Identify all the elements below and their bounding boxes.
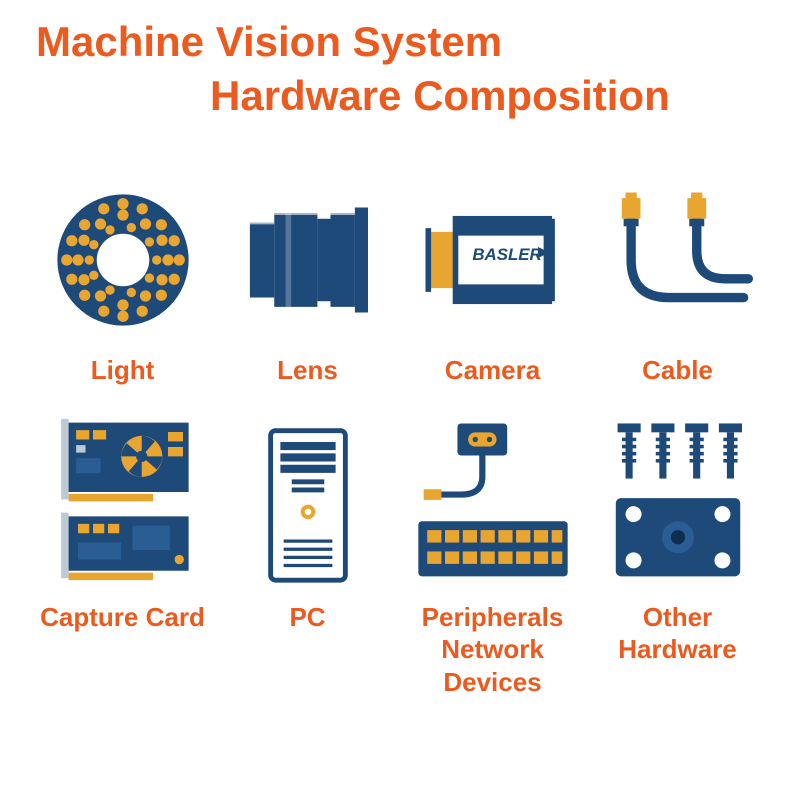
title-line-2: Hardware Composition: [210, 72, 670, 120]
cell-camera: BASLER Camera: [410, 170, 575, 387]
component-grid: Light Lens: [40, 170, 760, 698]
cell-capture-card: Capture Card: [40, 417, 205, 699]
label-cable: Cable: [642, 354, 713, 387]
pc-icon: [228, 417, 388, 597]
capture-card-icon: [43, 417, 203, 597]
label-capture-card: Capture Card: [40, 601, 205, 634]
light-icon: [43, 170, 203, 350]
label-lens: Lens: [277, 354, 338, 387]
camera-icon: BASLER: [413, 170, 573, 350]
label-other-hardware: Other Hardware: [595, 601, 760, 666]
label-camera: Camera: [445, 354, 540, 387]
label-peripherals-text: Peripherals Network Devices: [422, 602, 564, 697]
lens-icon: [228, 170, 388, 350]
cell-pc: PC: [225, 417, 390, 699]
peripherals-icon: [413, 417, 573, 597]
other-hardware-icon: [598, 417, 758, 597]
cell-light: Light: [40, 170, 205, 387]
label-light: Light: [91, 354, 155, 387]
label-peripherals: Peripherals Network Devices: [410, 601, 575, 699]
cable-icon: [598, 170, 758, 350]
cell-peripherals: Peripherals Network Devices: [410, 417, 575, 699]
camera-brand-text: BASLER: [472, 245, 542, 264]
cell-cable: Cable: [595, 170, 760, 387]
label-pc: PC: [289, 601, 325, 634]
cell-lens: Lens: [225, 170, 390, 387]
title-line-1: Machine Vision System: [36, 18, 502, 66]
cell-other-hardware: Other Hardware: [595, 417, 760, 699]
